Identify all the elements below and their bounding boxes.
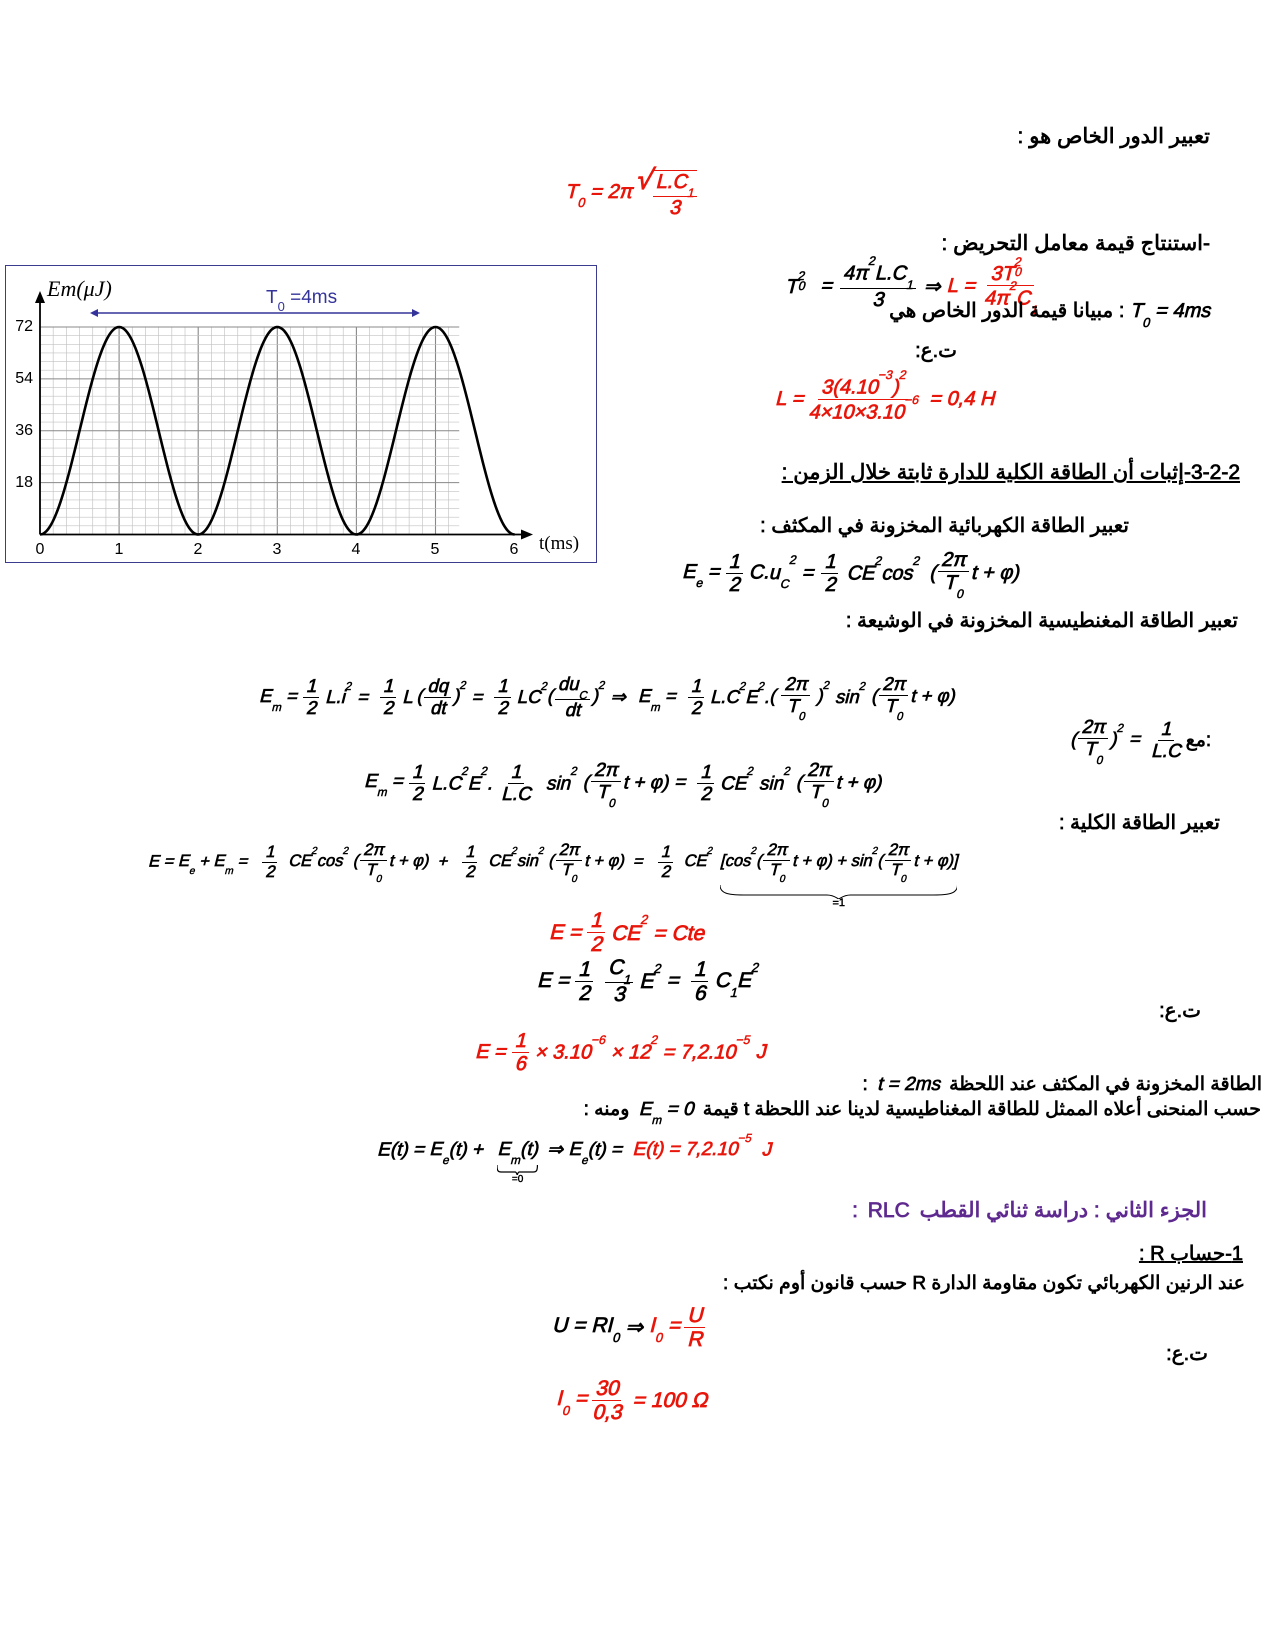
svg-text:6: 6 <box>510 541 519 558</box>
svg-text:0: 0 <box>36 541 45 558</box>
svg-text:T0 =4ms: T0 =4ms <box>266 287 337 314</box>
svg-text:2: 2 <box>194 541 203 558</box>
svg-text:1: 1 <box>115 541 124 558</box>
svg-text:Em(μJ): Em(μJ) <box>46 276 112 301</box>
svg-text:36: 36 <box>15 422 33 439</box>
svg-text:72: 72 <box>15 318 33 335</box>
svg-text:t(ms): t(ms) <box>539 533 579 554</box>
svg-text:4: 4 <box>352 541 361 558</box>
svg-text:3: 3 <box>273 541 282 558</box>
svg-text:18: 18 <box>15 474 33 491</box>
svg-text:5: 5 <box>431 541 440 558</box>
svg-text:54: 54 <box>15 370 33 387</box>
